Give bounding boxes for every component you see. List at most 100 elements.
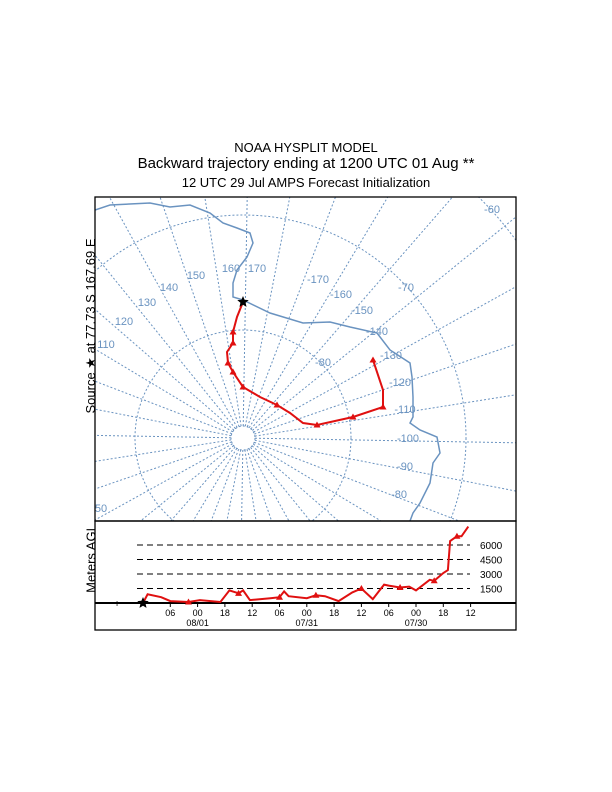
meridian-line [254,437,516,444]
meridian-line [204,197,242,427]
meridian-line [159,197,240,427]
trajectory-marker [224,359,232,366]
longitude-label: -80 [391,489,407,501]
meridian-line [95,408,232,437]
trajectory-marker [379,403,387,410]
longitude-label: 110 [97,339,115,351]
longitude-label: 120 [115,316,133,328]
height-panel: 1500 3000 4500 6000 +06 00 18 12 06 00 18 12 06 00 18 1… [95,526,516,628]
date-label: 08/01 [186,618,209,628]
meridian-line [253,443,382,521]
meridian-line [252,216,516,431]
longitude-label: -90 [397,461,413,473]
y-axis-label: Meters AGL [83,524,99,593]
height-marker [276,593,283,600]
meridian-line [210,449,240,521]
trajectory-marker [229,328,237,335]
x-tick-label: 18 [438,608,448,618]
meridian-line [254,394,516,437]
height-marker [453,532,461,539]
trajectory-marker [369,356,377,363]
latitude-label: -80 [315,357,331,369]
coastline [95,202,441,521]
latitude-circle [95,214,467,521]
longitude-label: -160 [330,289,352,301]
date-label: 07/31 [296,618,319,628]
height-marker [357,584,365,591]
height-marker [396,584,404,591]
height-trajectory-line [142,526,470,604]
longitude-label: 50 [95,503,107,515]
source-location-label: Source ★ at 77.73 S 167.69 E [83,238,98,414]
meridian-line [246,197,336,427]
trajectory-marker [349,413,357,420]
meridian-line [140,445,234,521]
longitude-label: 150 [187,270,205,282]
longitude-label: -170 [307,274,329,286]
trajectory-marker [229,368,237,375]
longitude-label: 140 [160,282,178,294]
reference-label: 3000 [480,570,503,581]
meridian-line [241,449,244,521]
longitude-label: -110 [394,404,415,416]
latitude-circle [230,425,256,451]
meridian-line [250,447,311,521]
meridian-line [248,448,290,521]
meridian-line [95,348,233,433]
longitude-label: -100 [397,433,419,445]
x-tick-label: 12 [356,608,366,618]
reference-label: 6000 [480,541,503,552]
x-tick-label: 18 [220,608,230,618]
meridian-line [248,197,389,428]
longitude-label: 160 [222,263,240,275]
meridian-line [246,449,273,521]
meridian-line [250,197,453,430]
map-panel [95,197,516,521]
x-tick-label: 00 [411,608,421,618]
ground-marker: + [114,599,120,610]
trajectory-marker [313,421,321,428]
x-tick-label: 06 [274,608,284,618]
x-tick-label: 12 [466,608,476,618]
meridian-line [244,449,257,521]
latitude-circle [134,329,352,521]
reference-label: 1500 [480,584,503,595]
meridian-line [95,434,232,439]
meridian-line [108,197,238,428]
reference-label: 4500 [480,555,503,566]
longitude-label: 170 [248,263,266,275]
meridian-line [170,446,236,521]
meridian-line [95,441,232,490]
trajectory-marker [273,401,281,408]
trajectory-title: Backward trajectory ending at 1200 UTC 0… [137,155,475,172]
meridian-line [95,308,235,431]
x-tick-label: 00 [193,608,203,618]
x-tick-label: 06 [384,608,394,618]
longitude-label: -120 [389,377,411,389]
latitude-label: -60 [484,204,500,216]
model-title: NOAA HYSPLIT MODEL [234,140,378,155]
meridian-line [95,254,236,429]
longitude-label: -140 [366,326,388,338]
height-marker [312,591,320,598]
latitude-circle [477,197,516,242]
meridian-line [95,443,233,521]
longitude-label: 130 [138,297,156,309]
meridian-line [254,441,460,521]
x-tick-label: 12 [247,608,257,618]
source-star-icon [237,296,249,307]
meridian-line [254,439,516,492]
x-tick-label: 06 [165,608,175,618]
longitude-label: -130 [380,350,402,362]
trajectory-marker [229,339,237,346]
initialization-subtitle: 12 UTC 29 Jul AMPS Forecast Initializati… [181,175,431,190]
height-frame [94,520,517,631]
latitude-label: -70 [398,282,414,294]
x-tick-label: 18 [329,608,339,618]
meridian-line [95,439,232,462]
longitude-label: -150 [351,305,373,317]
height-marker [185,598,192,605]
height-marker [430,577,438,584]
